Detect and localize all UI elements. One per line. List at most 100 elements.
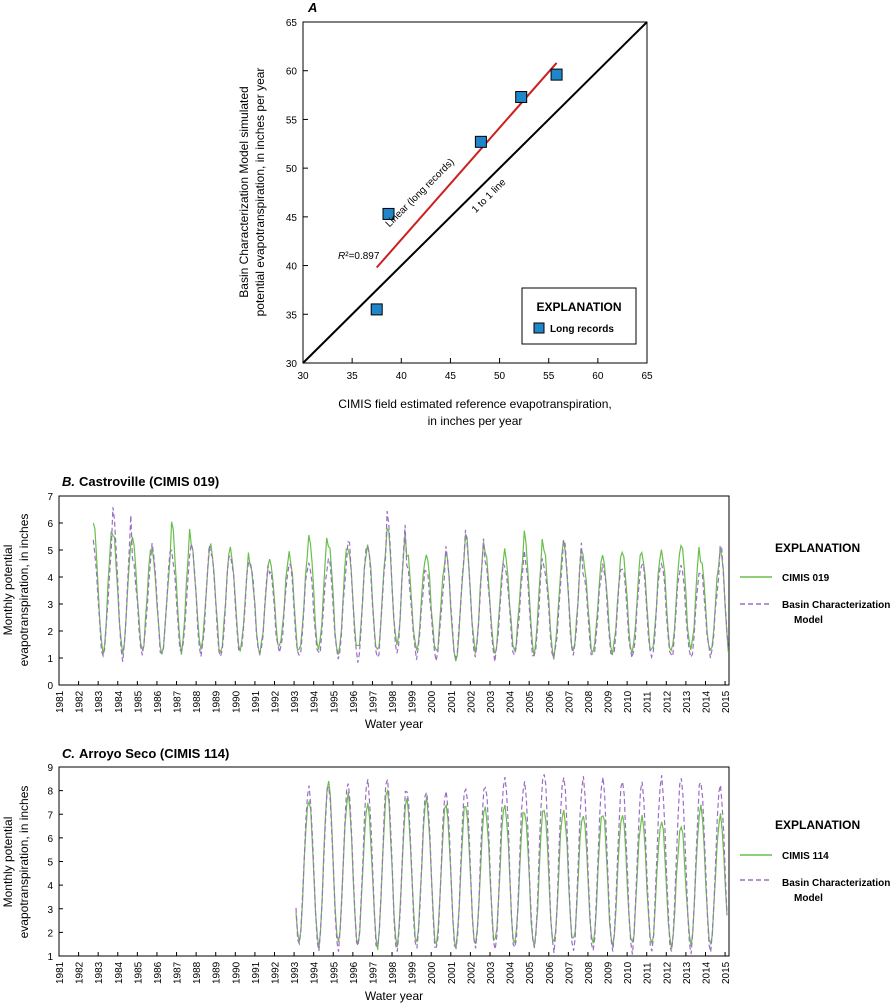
xtick-label: 1989 [212, 961, 223, 984]
a-ytick-label: 65 [286, 18, 298, 29]
series-line-1 [295, 774, 728, 955]
panel-a-ticks: 30 35 40 45 50 55 60 65 30 35 40 45 50 55 60 65 [286, 18, 653, 382]
panel-a-letter: A [307, 0, 317, 15]
a-ytick-label: 50 [286, 164, 298, 175]
legend-wrap-line: Basin Characterization [782, 600, 890, 611]
xtick-label: 1988 [192, 690, 203, 713]
xtick-label: 2009 [604, 690, 615, 713]
a-ytick-label: 35 [286, 310, 298, 321]
panel-b-legend-cimis: CIMIS 019 [782, 573, 830, 584]
ytick-label: 4 [47, 573, 53, 584]
fit-line [375, 62, 558, 269]
r-symbol: R [338, 251, 345, 262]
xtick-label: 2014 [701, 961, 712, 984]
a-ytick-label: 60 [286, 67, 298, 78]
xtick-label: 1992 [270, 690, 281, 713]
scatter-point [370, 303, 383, 316]
xtick-label: 2005 [525, 961, 536, 984]
ytick-label: 1 [47, 952, 53, 963]
xtick-label: 1998 [388, 690, 399, 713]
identity-line-label: 1 to 1 line [470, 177, 509, 216]
xtick-label: 1999 [408, 690, 419, 713]
xtick-label: 2009 [604, 961, 615, 984]
panel-b-line-chart: B. Castroville (CIMIS 019) 0 1 2 3 4 5 6 7 1981 19… [1, 474, 890, 731]
xtick-label: 1990 [231, 690, 242, 713]
panel-a-xlabel-line2: in inches per year [428, 414, 523, 428]
panel-a-ylabel-line1: Basin Characterization Model simulated [237, 86, 251, 297]
series-line-0 [92, 521, 729, 662]
ytick-label: 6 [47, 834, 53, 845]
xtick-label: 2002 [466, 961, 477, 984]
xtick-label: 1986 [153, 961, 164, 984]
xtick-label: 2000 [427, 961, 438, 984]
xtick-label: 1982 [75, 690, 86, 713]
panel-c-letter: C. [62, 746, 75, 761]
ytick-label: 7 [47, 492, 53, 503]
a-ytick-label: 40 [286, 262, 298, 273]
ytick-label: 5 [47, 546, 53, 557]
ytick-label: 0 [47, 681, 53, 692]
r-value: ²=0.897 [345, 251, 380, 262]
xtick-label: 2006 [545, 690, 556, 713]
xtick-label: 1997 [368, 690, 379, 713]
xtick-label: 1985 [133, 961, 144, 984]
xtick-label: 2012 [662, 690, 673, 713]
xtick-label: 1991 [251, 690, 262, 713]
ytick-label: 3 [47, 905, 53, 916]
ytick-label: 2 [47, 928, 53, 939]
ytick-label: 5 [47, 858, 53, 869]
xtick-label: 2003 [486, 690, 497, 713]
panel-b-station: Castroville (CIMIS 019) [79, 474, 219, 489]
panel-b-series [92, 507, 729, 663]
xtick-label: 2007 [564, 961, 575, 984]
xtick-label: 2013 [682, 961, 693, 984]
identity-line [302, 21, 648, 364]
xtick-label: 2010 [623, 961, 634, 984]
scatter-point [474, 135, 487, 148]
xtick-label: 1987 [173, 961, 184, 984]
xtick-label: 1984 [114, 690, 125, 713]
panel-c-station: Arroyo Seco (CIMIS 114) [79, 746, 229, 761]
panel-b-plot-frame [58, 495, 730, 686]
panel-a-xlabel-line1: CIMIS field estimated reference evapotra… [338, 397, 611, 411]
panel-b-ylabel-line2: evapotranspiration, in inches [17, 514, 31, 667]
series-line-0 [295, 780, 728, 950]
xtick-label: 1995 [329, 961, 340, 984]
a-xtick-label: 30 [297, 371, 309, 382]
a-xtick-label: 55 [543, 371, 555, 382]
panel-c-xlabel: Water year [365, 989, 423, 1003]
xtick-label: 2006 [545, 961, 556, 984]
xtick-label: 2002 [466, 690, 477, 713]
panel-a-legend-box [521, 287, 637, 345]
ytick-label: 1 [47, 654, 53, 665]
xtick-label: 1983 [94, 961, 105, 984]
ytick-label: 7 [47, 810, 53, 821]
panel-c-legend-cimis: CIMIS 114 [782, 851, 829, 862]
a-ytick-label: 30 [286, 359, 298, 370]
xtick-label: 1997 [368, 961, 379, 984]
ytick-label: 2 [47, 627, 53, 638]
legend-wrap-line: Basin Characterization [782, 878, 890, 889]
ytick-label: 3 [47, 600, 53, 611]
xtick-label: 1981 [55, 690, 66, 713]
xtick-label: 2003 [486, 961, 497, 984]
xtick-label: 1988 [192, 961, 203, 984]
xtick-label: 2015 [721, 961, 732, 984]
panel-b-ticks: 0 1 2 3 4 5 6 7 1981 1982 1983 1984 1985 1986 1987 1988… [47, 492, 732, 713]
xtick-label: 1985 [133, 690, 144, 713]
xtick-label: 2004 [506, 690, 517, 713]
panel-c-series [295, 774, 728, 955]
xtick-label: 2010 [623, 690, 634, 713]
xtick-label: 2015 [721, 690, 732, 713]
xtick-label: 1991 [251, 961, 262, 984]
ytick-label: 4 [47, 881, 53, 892]
series-line-1 [92, 507, 729, 663]
panel-c-title: C. Arroyo Seco (CIMIS 114) [62, 746, 229, 761]
ytick-label: 9 [47, 763, 53, 774]
xtick-label: 1994 [310, 690, 321, 713]
xtick-label: 2004 [506, 961, 517, 984]
a-xtick-label: 60 [592, 371, 604, 382]
xtick-label: 1981 [55, 961, 66, 984]
panel-b-legend-title: EXPLANATION [775, 541, 860, 555]
